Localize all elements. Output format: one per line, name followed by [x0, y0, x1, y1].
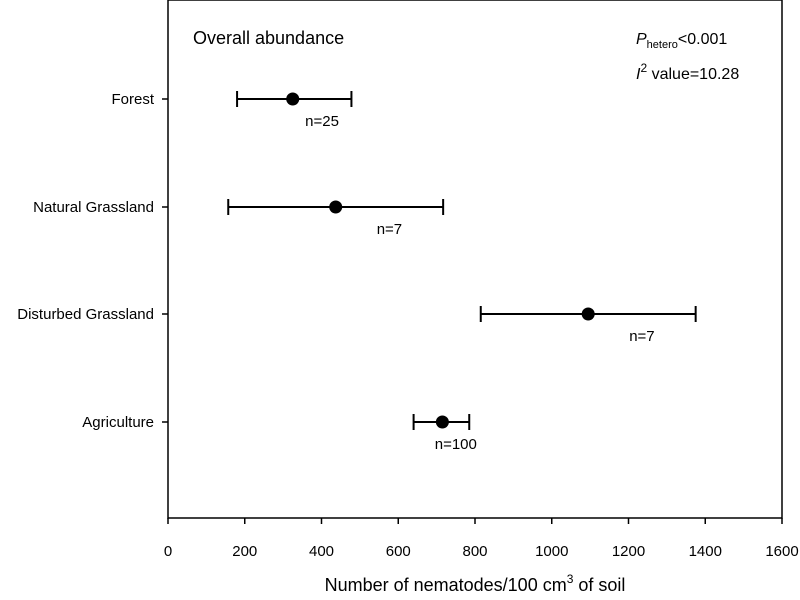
- category-label: Forest: [111, 91, 154, 108]
- sample-size-label: n=7: [377, 221, 402, 238]
- mean-point: [581, 307, 595, 321]
- category-label: Disturbed Grassland: [17, 306, 154, 323]
- i-squared-stat: I2 value=10.28: [636, 61, 739, 83]
- x-tick-label: 800: [462, 543, 487, 560]
- category-label: Agriculture: [82, 414, 154, 431]
- sample-size-label: n=25: [305, 113, 339, 130]
- x-tick-label: 0: [164, 543, 172, 560]
- mean-point: [435, 415, 449, 429]
- mean-point: [286, 92, 300, 106]
- x-tick-label: 1600: [765, 543, 798, 560]
- x-tick-label: 1400: [689, 543, 722, 560]
- sample-size-label: n=7: [629, 328, 654, 345]
- chart-marks: 0 200 400 600 800 1000 1200 1400 1600 Forest Natur…: [17, 91, 799, 560]
- heterogeneity-p-stat: Phetero<0.001: [636, 31, 727, 51]
- category-label: Natural Grassland: [33, 199, 154, 216]
- x-tick-label: 200: [232, 543, 257, 560]
- mean-point: [329, 200, 343, 214]
- x-axis-label: Number of nematodes/100 cm3 of soil: [325, 572, 626, 595]
- x-tick-label: 1000: [535, 543, 568, 560]
- panel-title: Overall abundance: [193, 28, 344, 48]
- x-tick-label: 1200: [612, 543, 645, 560]
- x-tick-label: 600: [386, 543, 411, 560]
- x-tick-label: 400: [309, 543, 334, 560]
- sample-size-label: n=100: [435, 436, 477, 453]
